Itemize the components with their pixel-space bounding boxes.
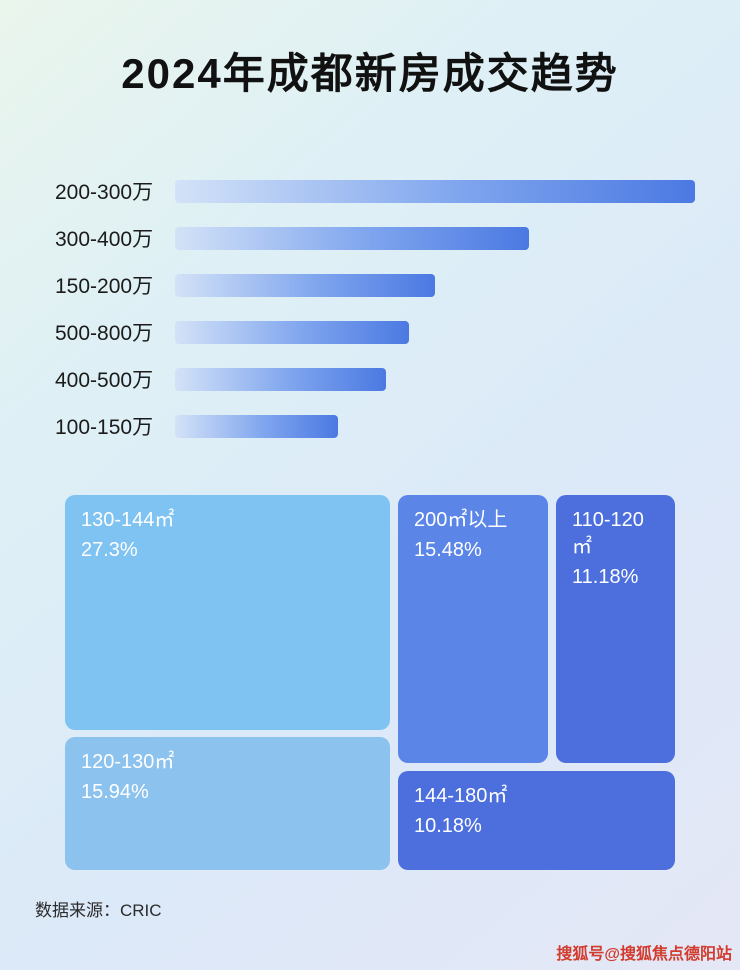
bar-track xyxy=(175,414,695,438)
bar xyxy=(175,226,529,250)
bar-track xyxy=(175,367,695,391)
treemap-chart: 130-144㎡ 27.3% 200㎡以上 15.48% 110-120㎡ 11… xyxy=(65,495,675,870)
bar xyxy=(175,273,435,297)
bar xyxy=(175,367,387,391)
bar-row: 500-800万 xyxy=(55,309,695,355)
bar-chart: 200-300万 300-400万 150-200万 500-800万 400- xyxy=(55,168,695,450)
treemap-value: 15.94% xyxy=(81,781,149,803)
treemap-label: 120-130㎡ xyxy=(81,751,175,773)
bar-row: 300-400万 xyxy=(55,215,695,261)
bar-track xyxy=(175,226,695,250)
treemap-block-200-plus: 200㎡以上 15.48% xyxy=(398,495,548,763)
bar-category-label: 500-800万 xyxy=(55,322,154,345)
bar-category-label: 150-200万 xyxy=(55,275,154,298)
data-source-label: 数据来源：CRIC xyxy=(35,901,162,920)
bar-category-label: 300-400万 xyxy=(55,228,154,251)
treemap-value: 27.3% xyxy=(81,539,138,561)
bar-track xyxy=(175,320,695,344)
page-title: 2024年成都新房成交趋势 xyxy=(121,50,619,97)
bar-track xyxy=(175,273,695,297)
watermark-text: 搜狐号@搜狐焦点德阳站 xyxy=(556,946,732,963)
treemap-block-130-144: 130-144㎡ 27.3% xyxy=(65,495,390,730)
bar-row: 150-200万 xyxy=(55,262,695,308)
bar-row: 400-500万 xyxy=(55,356,695,402)
bar xyxy=(175,320,409,344)
bar-category-label: 100-150万 xyxy=(55,416,154,439)
treemap-label: 130-144㎡ xyxy=(81,509,175,531)
treemap-label: 200㎡以上 xyxy=(414,509,508,531)
bar-category-label: 400-500万 xyxy=(55,369,154,392)
bar xyxy=(175,414,338,438)
bar xyxy=(175,179,695,203)
treemap-label: 110-120㎡ xyxy=(572,509,644,558)
treemap-label: 144-180㎡ xyxy=(414,785,508,807)
treemap-value: 11.18% xyxy=(572,566,639,588)
treemap-block-144-180: 144-180㎡ 10.18% xyxy=(398,771,675,870)
treemap-value: 15.48% xyxy=(414,539,482,561)
bar-category-label: 200-300万 xyxy=(55,181,154,204)
treemap-block-110-120: 110-120㎡ 11.18% xyxy=(556,495,675,763)
treemap-value: 10.18% xyxy=(414,815,482,837)
bar-track xyxy=(175,179,695,203)
treemap-block-120-130: 120-130㎡ 15.94% xyxy=(65,737,390,870)
bar-row: 200-300万 xyxy=(55,168,695,214)
bar-row: 100-150万 xyxy=(55,403,695,449)
